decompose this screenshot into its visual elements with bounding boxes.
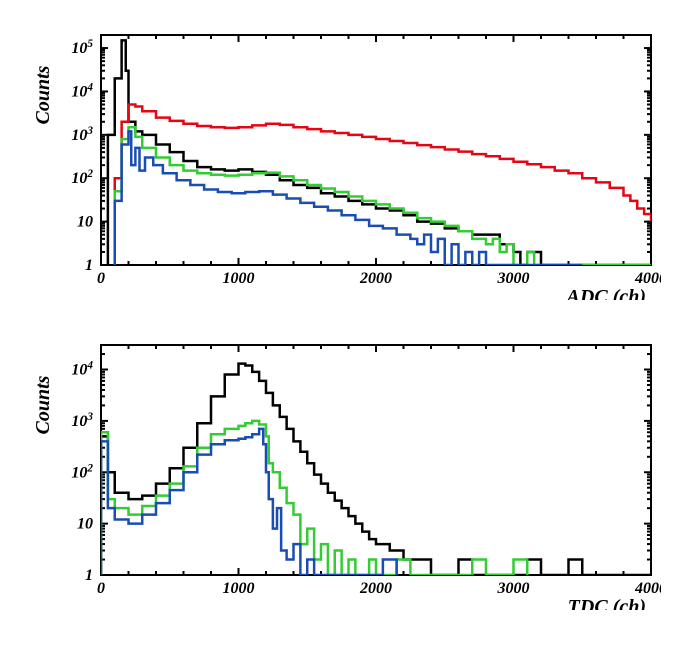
svg-text:2000: 2000 xyxy=(359,270,392,287)
svg-text:1: 1 xyxy=(85,257,93,274)
svg-text:4000: 4000 xyxy=(634,580,661,597)
svg-text:105: 105 xyxy=(71,38,93,57)
svg-text:102: 102 xyxy=(71,462,93,481)
svg-text:Counts: Counts xyxy=(32,375,54,434)
svg-text:3000: 3000 xyxy=(497,580,530,597)
svg-text:103: 103 xyxy=(71,411,93,430)
svg-text:1: 1 xyxy=(85,567,93,584)
svg-text:Counts: Counts xyxy=(32,65,54,124)
svg-text:10: 10 xyxy=(77,214,93,231)
svg-text:102: 102 xyxy=(71,168,93,187)
svg-text:4000: 4000 xyxy=(634,270,661,287)
svg-text:0: 0 xyxy=(97,580,105,597)
adc-histogram-chart: 0 1000 2000 3000 4000 1 10 102 103 104 105 ADC (ch)… xyxy=(21,20,661,300)
svg-text:ADC (ch): ADC (ch) xyxy=(565,286,646,300)
svg-text:10: 10 xyxy=(77,516,93,533)
svg-text:104: 104 xyxy=(71,360,93,379)
svg-text:103: 103 xyxy=(71,125,93,144)
svg-text:1000: 1000 xyxy=(223,270,255,287)
svg-text:TDC (ch): TDC (ch) xyxy=(568,596,646,610)
svg-text:1000: 1000 xyxy=(223,580,255,597)
svg-text:3000: 3000 xyxy=(497,270,530,287)
svg-text:104: 104 xyxy=(71,81,93,100)
svg-text:2000: 2000 xyxy=(359,580,392,597)
tdc-histogram-chart: 0 1000 2000 3000 4000 1 10 102 103 104 TDC (ch) Cou… xyxy=(21,330,661,610)
svg-text:0: 0 xyxy=(97,270,105,287)
